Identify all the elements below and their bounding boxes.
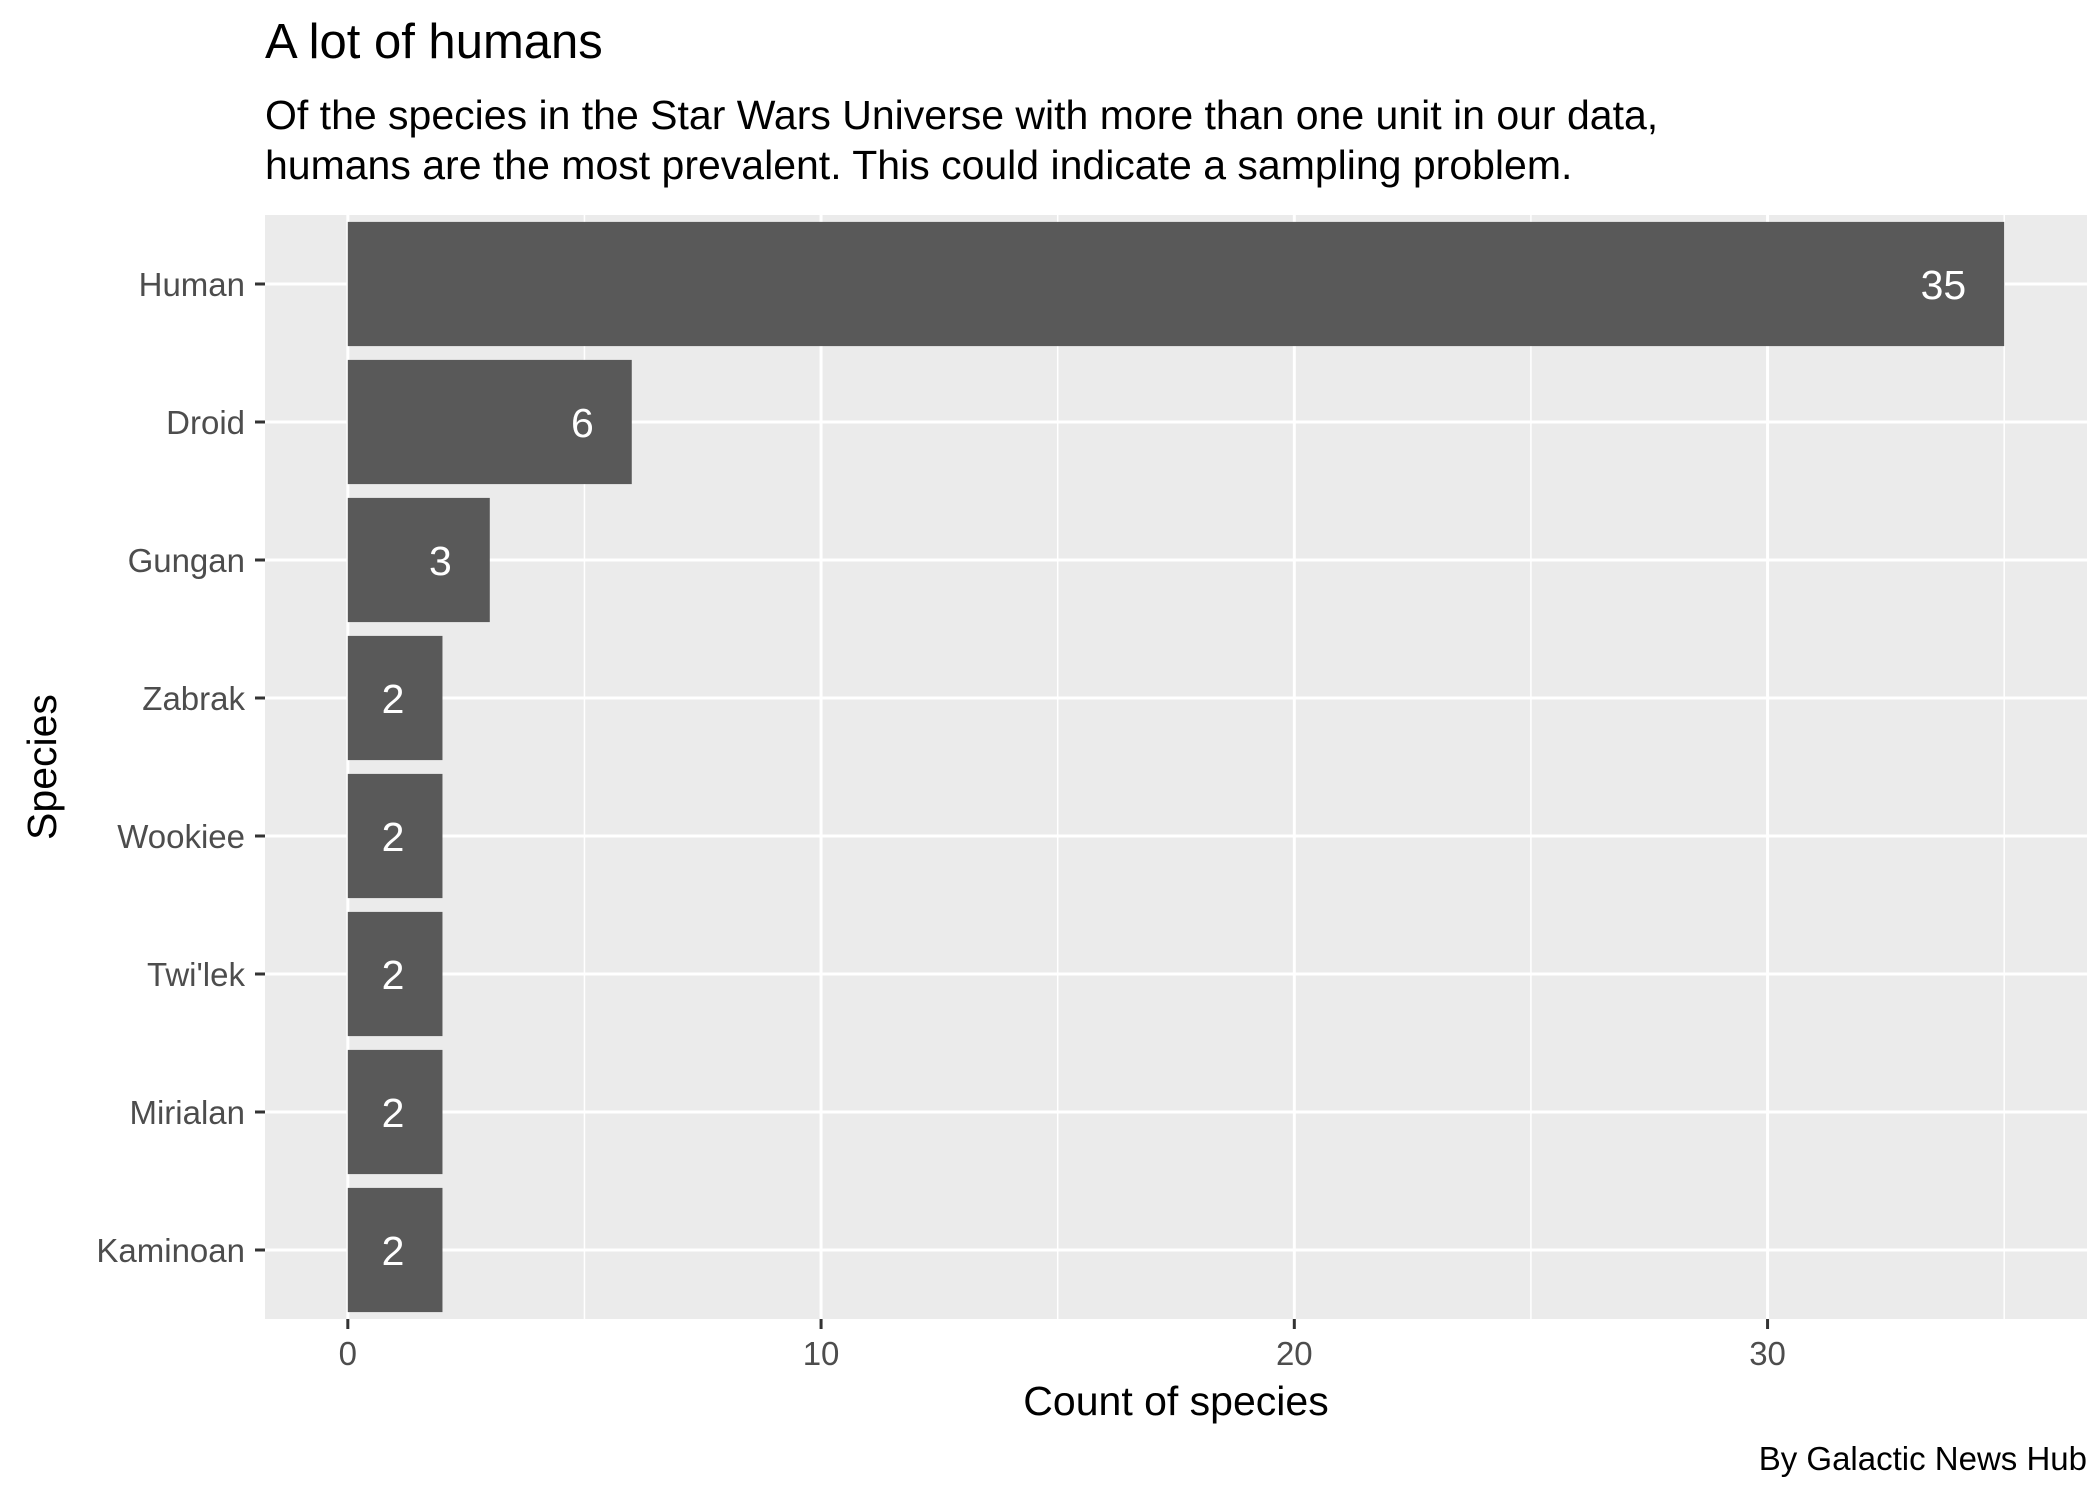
chart-subtitle-line-2: humans are the most prevalent. This coul…	[265, 142, 1573, 188]
chart-title: A lot of humans	[265, 15, 603, 69]
bar-value-label-4: 2	[382, 814, 405, 860]
y-tick-label-6: Mirialan	[129, 1094, 245, 1131]
x-tick-label-1: 10	[803, 1335, 840, 1372]
bars	[347, 221, 2005, 1313]
chart-subtitle-line-1: Of the species in the Star Wars Universe…	[265, 92, 1659, 138]
bar-5	[347, 911, 443, 1037]
bar-value-labels: 35 6 3 2 2 2 2 2	[382, 262, 1967, 1274]
x-tick-label-2: 20	[1276, 1335, 1313, 1372]
x-axis-title: Count of species	[1023, 1378, 1328, 1424]
y-tick-label-7: Kaminoan	[96, 1232, 245, 1269]
x-tick-label-3: 30	[1749, 1335, 1786, 1372]
bar-3	[347, 635, 443, 761]
bar-value-label-2: 3	[429, 538, 452, 584]
y-tick-label-3: Zabrak	[142, 680, 245, 717]
bar-value-label-5: 2	[382, 952, 405, 998]
bar-value-label-3: 2	[382, 676, 405, 722]
bar-value-label-6: 2	[382, 1090, 405, 1136]
y-tick-label-0: Human	[139, 266, 245, 303]
bar-value-label-7: 2	[382, 1228, 405, 1274]
bar-6	[347, 1049, 443, 1175]
chart-caption: By Galactic News Hub	[1758, 1440, 2087, 1477]
y-axis-title: Species	[19, 694, 65, 840]
y-tick-label-2: Gungan	[128, 542, 245, 579]
x-tick-label-0: 0	[339, 1335, 357, 1372]
bar-value-label-0: 35	[1921, 262, 1967, 308]
x-axis: 0 10 20 30	[339, 1319, 1786, 1372]
bar-0	[347, 221, 2005, 347]
y-tick-label-5: Twi'lek	[147, 956, 245, 993]
y-tick-label-1: Droid	[166, 404, 245, 441]
bar-2	[347, 497, 490, 623]
bar-4	[347, 773, 443, 899]
bar-value-label-1: 6	[571, 400, 594, 446]
y-tick-label-4: Wookiee	[117, 818, 245, 855]
bar-7	[347, 1187, 443, 1313]
y-axis: Human Droid Gungan Zabrak Wookiee Twi'lek Miri…	[96, 266, 265, 1269]
bar-1	[347, 359, 632, 485]
